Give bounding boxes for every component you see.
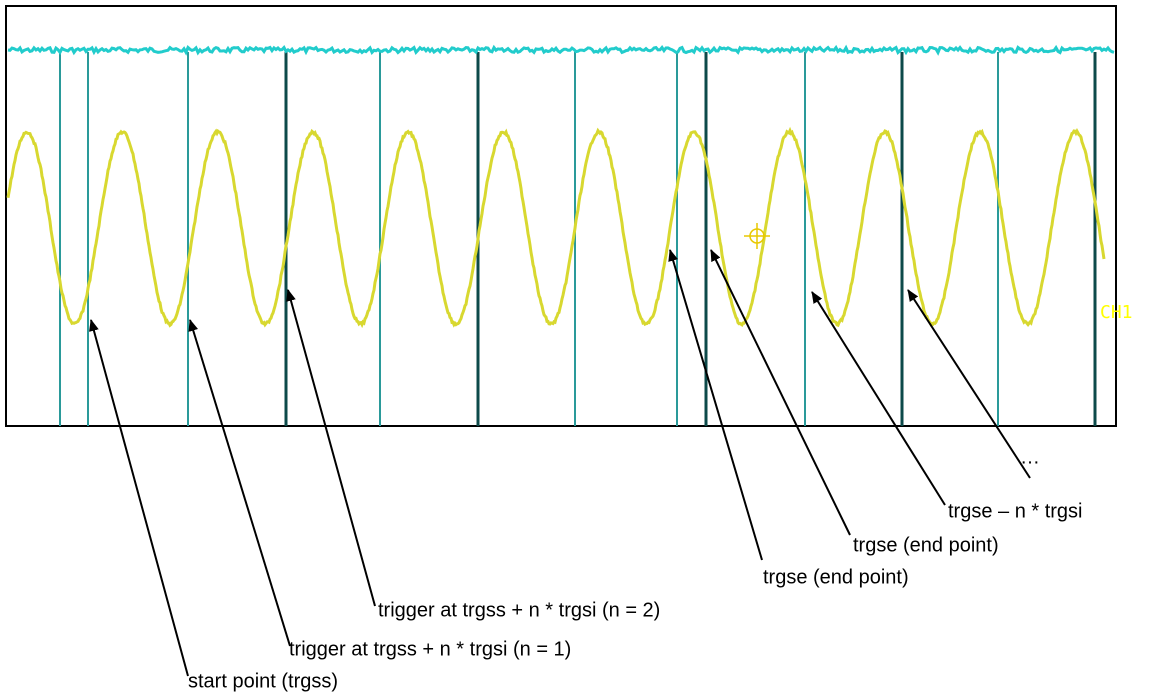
annotation: trgse – n * trgsi — [948, 500, 1083, 522]
channel-label: CH1 — [1100, 302, 1133, 323]
annotation: … — [1020, 446, 1040, 468]
annotation: start point (trgss) — [188, 670, 338, 692]
diagram: CH1 start point (trgss) trigger at trgss… — [0, 0, 1150, 697]
annotation: trigger at trgss + n * trgsi (n = 1) — [289, 638, 571, 660]
annotation: trgse (end point) — [853, 534, 999, 556]
annotation: trgse (end point) — [763, 566, 909, 588]
scope-screen: CH1 — [6, 6, 1133, 426]
scope-frame — [6, 6, 1116, 426]
annotation: trigger at trgss + n * trgsi (n = 2) — [378, 599, 660, 621]
